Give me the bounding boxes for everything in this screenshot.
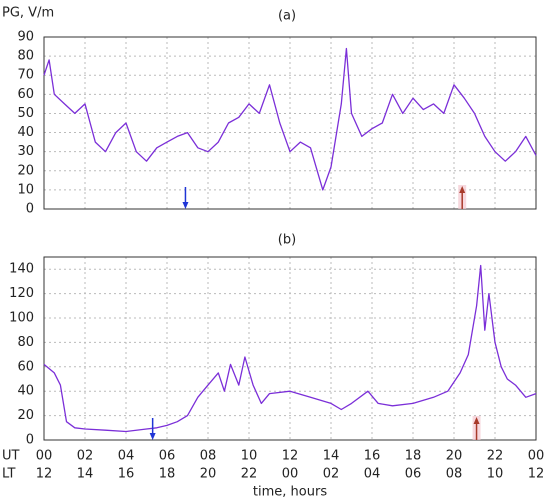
- x-tick-label: 18: [405, 449, 422, 464]
- y-axis-label: PG, V/m: [2, 6, 54, 21]
- y-tick-label: 80: [17, 335, 34, 350]
- x-tick-label-lt: 02: [323, 467, 340, 482]
- x-tick-label-lt: 22: [241, 467, 258, 482]
- x-row-label: UT: [2, 449, 20, 464]
- y-tick-label: 70: [17, 68, 34, 83]
- data-line: [43, 264, 537, 433]
- y-tick-label: 40: [17, 125, 34, 140]
- x-tick-label: 12: [282, 449, 299, 464]
- x-tick-label-lt: 12: [528, 467, 545, 482]
- x-tick-label-lt: 16: [118, 467, 135, 482]
- x-tick-label: 00: [36, 449, 53, 464]
- x-tick-label-lt: 04: [364, 467, 381, 482]
- y-tick-label: 50: [17, 106, 34, 121]
- y-tick-label: 0: [26, 433, 34, 448]
- arrow-marker: [149, 418, 156, 440]
- x-tick-label: 10: [241, 449, 258, 464]
- x-tick-label: 22: [487, 449, 504, 464]
- x-tick-label-lt: 20: [200, 467, 217, 482]
- y-tick-label: 40: [17, 384, 34, 399]
- x-tick-label: 16: [364, 449, 381, 464]
- arrow-part: [473, 417, 480, 424]
- y-tick-label: 140: [9, 262, 34, 277]
- x-tick-label-lt: 06: [405, 467, 422, 482]
- x-tick-label: 06: [159, 449, 176, 464]
- arrow-part: [149, 433, 156, 440]
- x-tick-label: 08: [200, 449, 217, 464]
- plot-frame: [43, 36, 537, 210]
- x-tick-label: 04: [118, 449, 135, 464]
- y-tick-label: 100: [9, 311, 34, 326]
- x-tick-label-lt: 14: [77, 467, 94, 482]
- x-tick-label-lt: 08: [446, 467, 463, 482]
- arrow-marker: [472, 416, 481, 440]
- x-tick-label-lt: 10: [487, 467, 504, 482]
- arrow-part: [459, 186, 466, 193]
- x-axis-label: time, hours: [253, 485, 327, 500]
- x-tick-label: 20: [446, 449, 463, 464]
- x-tick-label-lt: 18: [159, 467, 176, 482]
- arrow-part: [182, 202, 189, 209]
- x-tick-label: 02: [77, 449, 94, 464]
- y-tick-label: 30: [17, 144, 34, 159]
- y-tick-label: 20: [17, 163, 34, 178]
- arrow-marker: [182, 187, 189, 209]
- x-tick-label-lt: 12: [36, 467, 53, 482]
- y-tick-label: 20: [17, 408, 34, 423]
- data-line: [43, 47, 537, 191]
- x-row-label: LT: [2, 467, 15, 482]
- x-tick-label: 14: [323, 449, 340, 464]
- y-tick-label: 60: [17, 359, 34, 374]
- y-tick-label: 120: [9, 286, 34, 301]
- y-tick-label: 80: [17, 49, 34, 64]
- y-tick-label: 60: [17, 87, 34, 102]
- panel-title: (a): [278, 9, 296, 24]
- arrow-marker: [458, 185, 467, 209]
- plot-frame: [43, 256, 537, 441]
- x-tick-label-lt: 00: [282, 467, 299, 482]
- y-tick-label: 10: [17, 182, 34, 197]
- y-tick-label: 0: [26, 202, 34, 217]
- panel-title: (b): [278, 233, 296, 248]
- y-tick-label: 90: [17, 30, 34, 45]
- x-tick-label: 00: [528, 449, 545, 464]
